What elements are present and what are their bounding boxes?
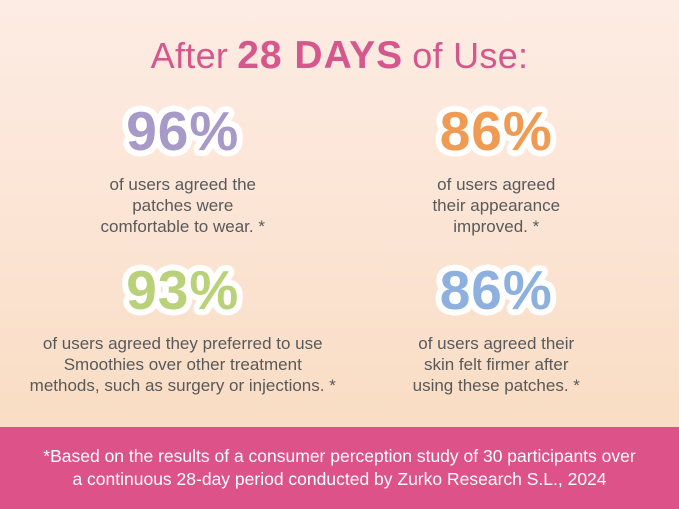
study-disclaimer-bar: *Based on the results of a consumer perc… [0,427,679,509]
stat-preference: 93% of users agreed they preferred to us… [26,263,340,396]
stat-preference-description: of users agreed they preferred to use Sm… [29,334,336,396]
stat-appearance: 86% of users agreed their appearance imp… [340,104,654,237]
title-suffix: of Use: [412,35,529,76]
page-title: After 28 DAYS of Use: [0,0,679,78]
stat-appearance-value: 86% [439,100,553,162]
stats-grid: 96% of users agreed the patches were com… [0,78,679,396]
stat-comfort: 96% of users agreed the patches were com… [26,104,340,237]
title-highlight: 28 DAYS [237,34,404,77]
stat-appearance-description: of users agreed their appearance improve… [432,175,561,237]
stat-comfort-description: of users agreed the patches were comfort… [100,175,265,237]
stat-preference-value: 93% [126,259,240,322]
stat-firmness-value: 86% [439,259,553,322]
stat-firmness: 86% of users agreed their skin felt firm… [340,263,654,396]
stat-firmness-description: of users agreed their skin felt firmer a… [412,334,580,396]
title-prefix: After [150,35,229,76]
stat-comfort-value: 96% [126,100,240,162]
